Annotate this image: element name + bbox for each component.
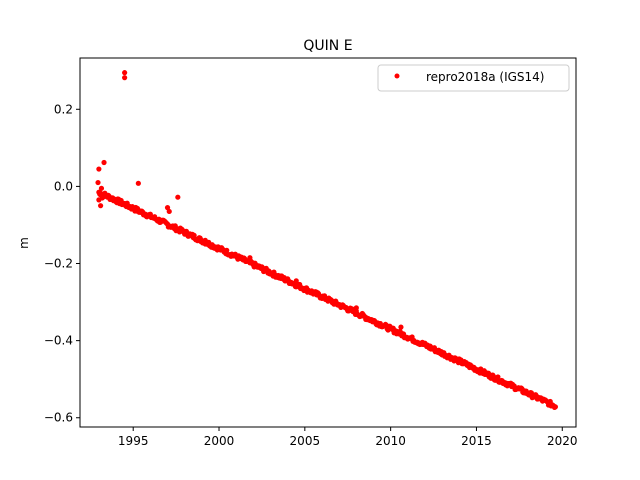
data-point [135,180,141,186]
y-axis: 0.2 0.0 −0.2 −0.4 −0.6 [44,102,80,425]
x-tick-label: 2000 [204,434,235,448]
legend-marker [394,73,400,79]
data-point [552,404,559,410]
data-point [95,179,101,186]
x-axis: 1995 2000 2005 2010 2015 2020 [118,427,578,448]
plot-frame [79,57,577,428]
x-tick-label: 2020 [547,434,578,448]
y-tick-label: 0.0 [54,179,73,193]
data-point [247,255,253,261]
data-point [202,237,208,243]
data-point [97,191,103,197]
x-tick-label: 2010 [375,434,406,448]
y-tick-label: −0.4 [44,334,73,348]
data-points [95,70,559,411]
data-point [398,324,404,330]
data-point [122,75,128,81]
y-tick-label: −0.6 [44,411,73,425]
data-point [99,195,105,201]
legend: repro2018a (IGS14) [377,64,570,92]
data-point [293,278,299,284]
data-point [97,203,104,209]
data-point [101,159,107,166]
x-tick-label: 2015 [461,434,492,448]
data-point [122,70,128,76]
data-point [96,166,102,172]
data-point [224,247,230,253]
data-point [495,374,501,380]
y-tick-label: −0.2 [44,257,73,271]
chart-title: QUIN E [303,38,352,54]
x-tick-label: 1995 [118,434,149,448]
data-point [353,305,359,311]
x-tick-label: 2005 [290,434,321,448]
data-point [166,208,172,215]
data-point [175,194,181,200]
y-tick-label: 0.2 [54,102,73,116]
legend-label: repro2018a (IGS14) [426,70,544,84]
legend-box [377,64,570,92]
y-axis-label: m [17,237,31,249]
data-point [98,185,105,191]
